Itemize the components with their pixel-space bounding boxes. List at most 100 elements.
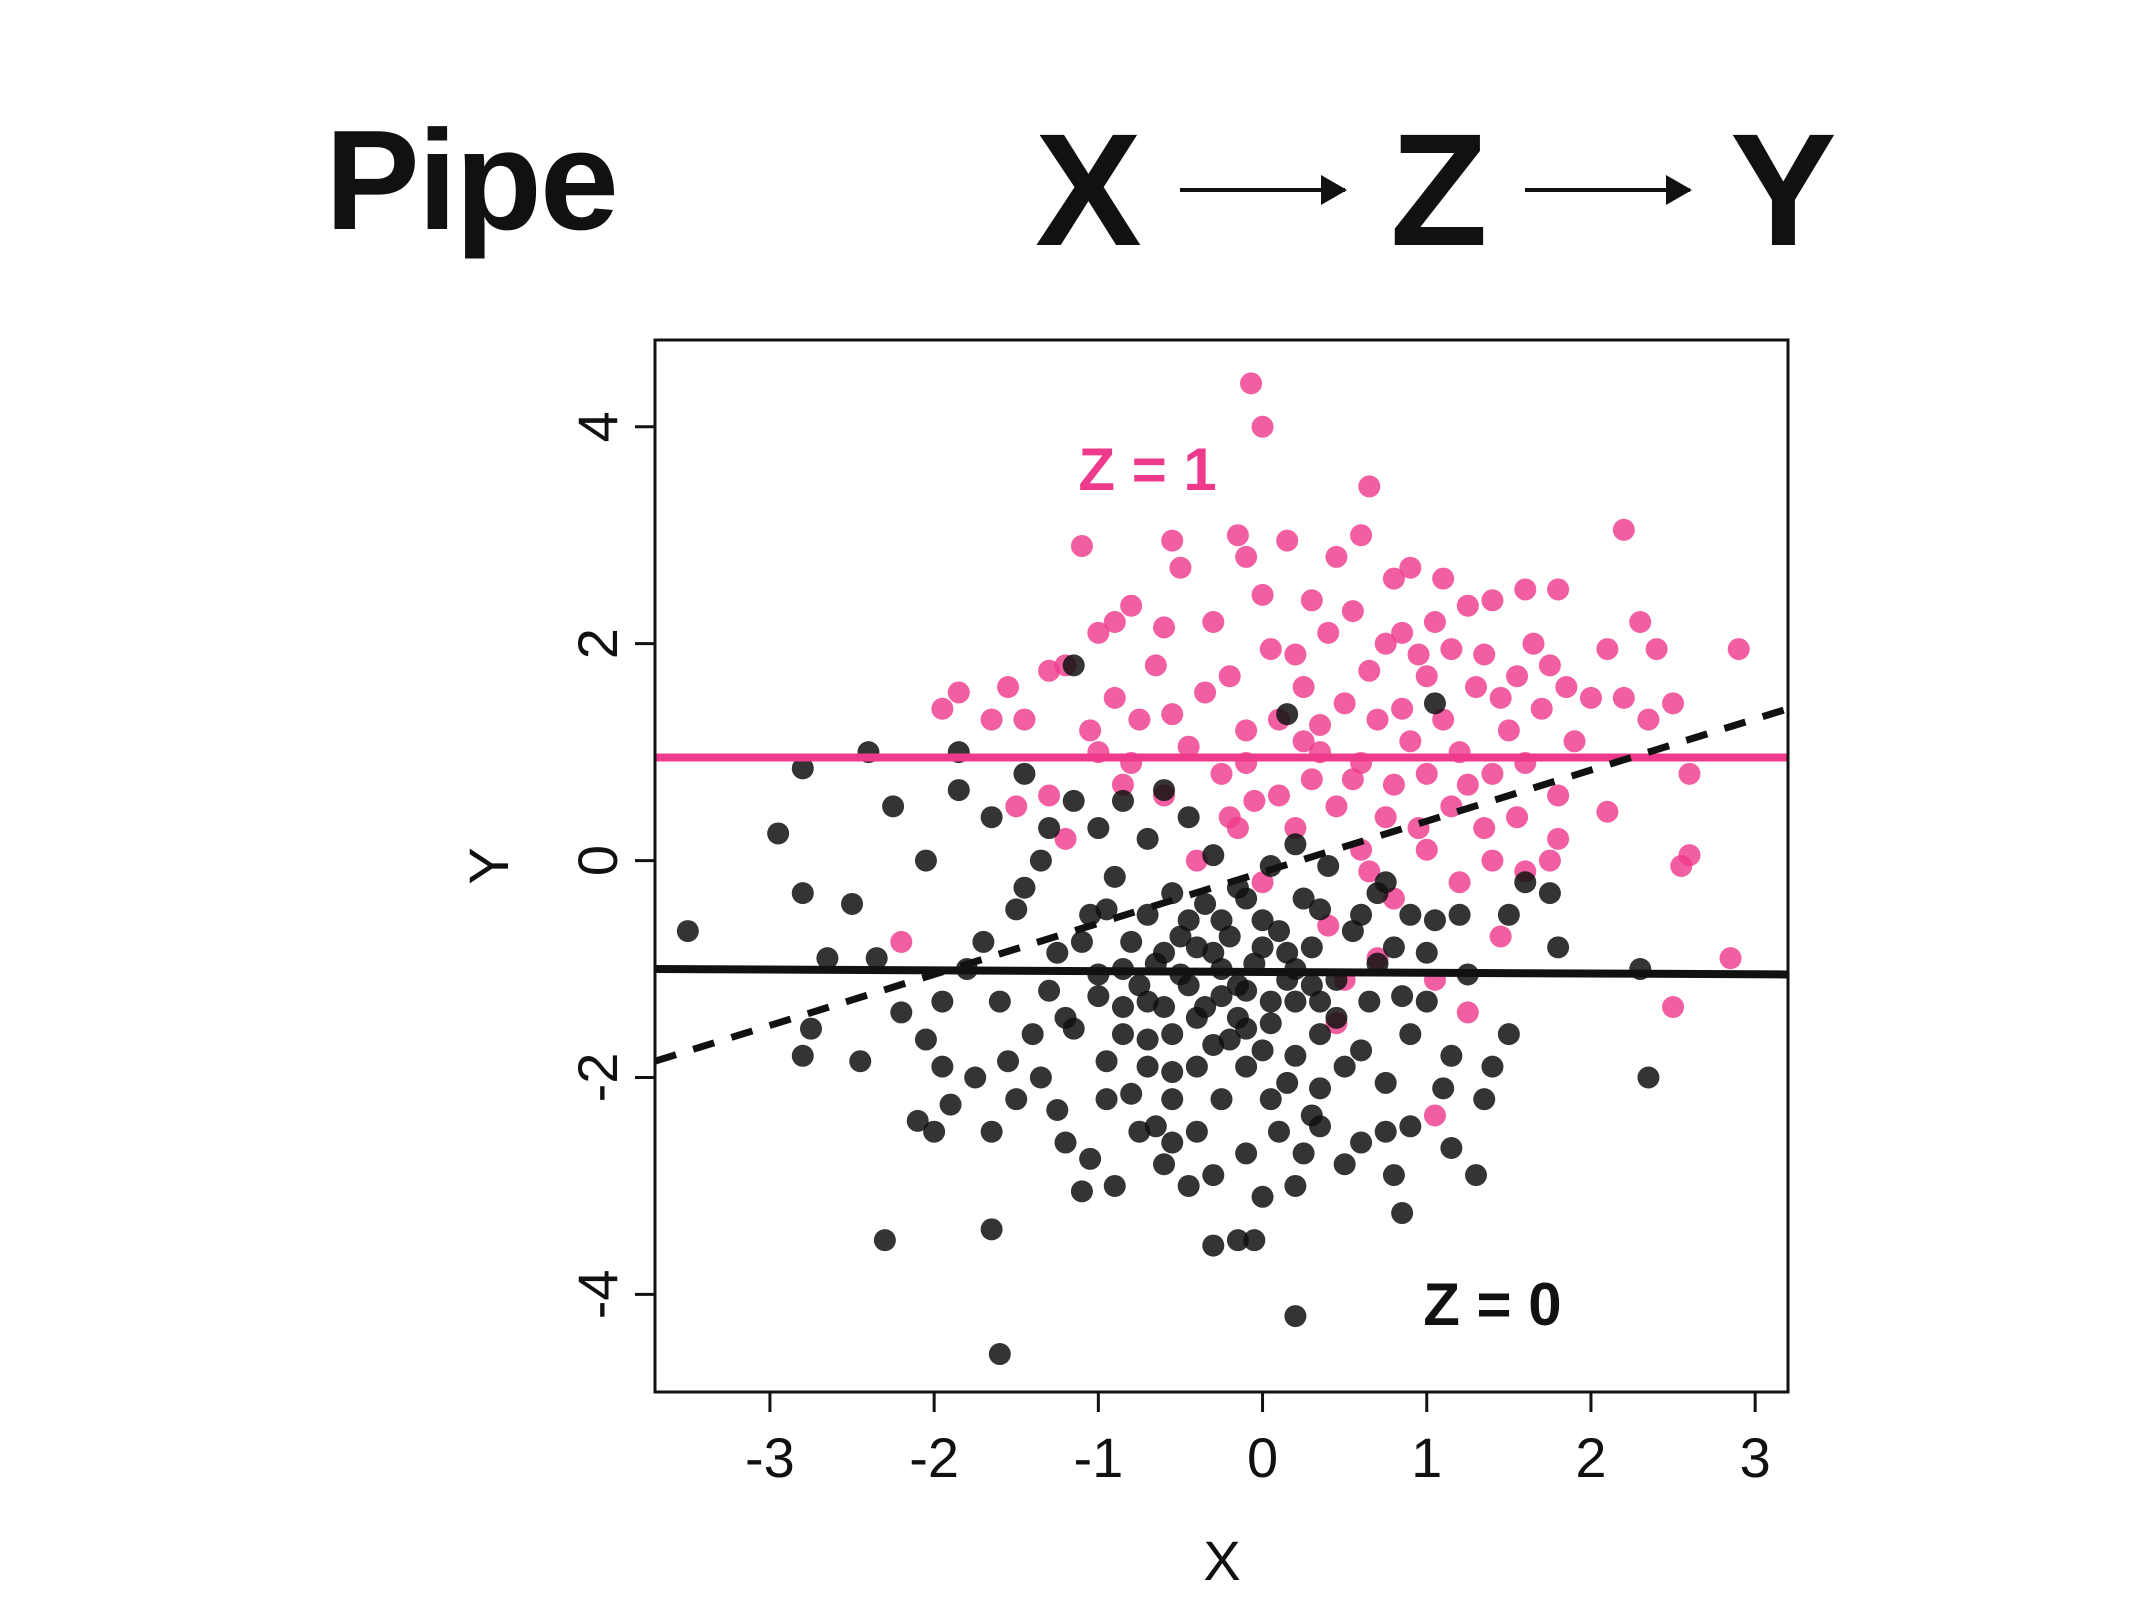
point-z1-130 (1226, 817, 1249, 840)
point-z1-17 (1087, 621, 1110, 644)
point-z0-41 (1440, 1044, 1463, 1067)
x-tick-label-1: 1 (1411, 1426, 1442, 1489)
point-z0-62 (947, 779, 970, 802)
point-z0-82 (1325, 1006, 1348, 1029)
x-tick-label--1: -1 (1073, 1426, 1123, 1489)
point-z1-74 (1448, 871, 1471, 894)
point-z0-185 (1235, 1017, 1258, 1040)
point-z0-184 (1210, 985, 1233, 1008)
point-z0-56 (988, 1343, 1011, 1366)
point-z0-43 (1415, 990, 1438, 1013)
point-z0-108 (1267, 920, 1290, 943)
point-z0-145 (1029, 1066, 1052, 1089)
point-z1-68 (1678, 844, 1701, 867)
point-z0-20 (1046, 1099, 1069, 1122)
point-z1-93 (1489, 925, 1512, 948)
point-z0-40 (1432, 1077, 1455, 1100)
point-z1-35 (980, 708, 1003, 731)
y-axis: -4 -2 0 2 4 (566, 411, 655, 1319)
point-z1-115 (1506, 806, 1529, 829)
point-z1-14 (1169, 556, 1192, 579)
point-z0-27 (1226, 1229, 1249, 1252)
point-z0-65 (1005, 898, 1028, 921)
point-z1-38 (1103, 686, 1126, 709)
point-z1-13 (1432, 567, 1455, 590)
point-z0-152 (1350, 1131, 1373, 1154)
point-z0-10 (799, 1017, 822, 1040)
point-z1-4 (1612, 518, 1635, 541)
point-z1-9 (1235, 545, 1258, 568)
point-z1-103 (1391, 621, 1414, 644)
point-z0-160 (1153, 995, 1176, 1018)
point-z0-119 (1136, 1055, 1159, 1078)
point-z0-29 (1202, 1234, 1225, 1257)
dag-arrow-x-z (1180, 175, 1347, 205)
point-z1-29 (1596, 638, 1619, 661)
point-z1-88 (1054, 827, 1077, 850)
point-z0-19 (1005, 1088, 1028, 1111)
point-z0-168 (1153, 941, 1176, 964)
point-z0-181 (1136, 1028, 1159, 1051)
point-z0-172 (1251, 936, 1274, 959)
point-z1-123 (1456, 773, 1479, 796)
point-z1-71 (1547, 827, 1570, 850)
point-z0-141 (1309, 898, 1332, 921)
point-z1-53 (1432, 708, 1455, 731)
point-z0-150 (1251, 1185, 1274, 1208)
point-z0-114 (1415, 941, 1438, 964)
point-z0-100 (1070, 930, 1093, 953)
point-z0-169 (1177, 909, 1200, 932)
point-z0-6 (914, 849, 937, 872)
point-z0-76 (1177, 806, 1200, 829)
point-z1-120 (1358, 659, 1381, 682)
point-z1-114 (1473, 817, 1496, 840)
y-tick-label-2: 2 (566, 628, 629, 659)
point-z0-106 (1218, 925, 1241, 948)
point-z0-94 (1095, 1050, 1118, 1073)
point-z1-102 (1341, 600, 1364, 623)
point-z0-161 (1177, 974, 1200, 997)
point-z0-137 (1210, 909, 1233, 932)
point-z0-117 (1087, 985, 1110, 1008)
chart-title: Pipe (325, 101, 619, 260)
point-z1-22 (1153, 616, 1176, 639)
point-z1-2 (1358, 475, 1381, 498)
point-z0-77 (1202, 844, 1225, 867)
point-z0-127 (1333, 1055, 1356, 1078)
point-z1-136 (1596, 800, 1619, 823)
point-z0-71 (1046, 941, 1069, 964)
point-z0-32 (1284, 1174, 1307, 1197)
point-z0-84 (1374, 1071, 1397, 1094)
point-z1-36 (1013, 708, 1036, 731)
point-z1-97 (1300, 768, 1323, 791)
point-z0-157 (1423, 909, 1446, 932)
point-z0-148 (1153, 1153, 1176, 1176)
point-z1-111 (1374, 806, 1397, 829)
point-z0-7 (841, 892, 864, 915)
point-z1-19 (1547, 578, 1570, 601)
point-z0-95 (1120, 1082, 1143, 1105)
plot-frame (653, 338, 1790, 1394)
point-z1-117 (1259, 638, 1282, 661)
point-z1-10 (1325, 545, 1348, 568)
point-z1-33 (947, 681, 970, 704)
point-z1-26 (1629, 610, 1652, 633)
point-z0-129 (1013, 876, 1036, 899)
point-z0-155 (1481, 1055, 1504, 1078)
point-z0-176 (1350, 903, 1373, 926)
point-z1-100 (1284, 643, 1307, 666)
point-z0-8 (791, 882, 814, 905)
x-tick-label--3: -3 (745, 1426, 795, 1489)
point-z1-133 (1374, 632, 1397, 655)
point-z1-108 (1177, 735, 1200, 758)
point-z0-165 (1276, 1071, 1299, 1094)
x-axis: -3 -2 -1 0 1 2 3 (745, 1392, 1771, 1489)
point-z1-92 (1456, 1001, 1479, 1024)
point-z0-133 (1111, 789, 1134, 812)
point-z1-0 (1240, 372, 1263, 395)
point-z0-0 (676, 920, 699, 943)
point-z0-38 (1465, 1164, 1488, 1187)
point-z0-36 (1382, 1164, 1405, 1187)
point-z1-27 (1645, 638, 1668, 661)
point-z1-116 (1538, 849, 1561, 872)
